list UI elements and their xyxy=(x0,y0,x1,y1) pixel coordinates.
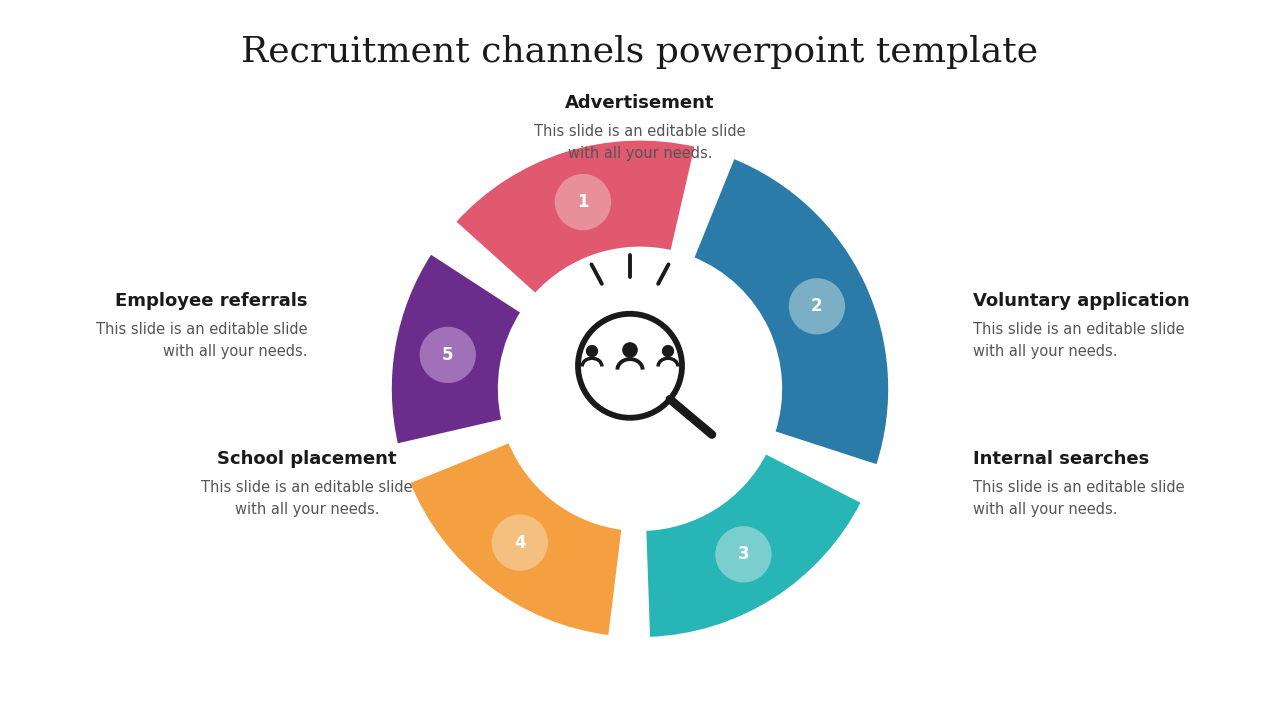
Wedge shape xyxy=(692,158,890,466)
Text: This slide is an editable slide
with all your needs.: This slide is an editable slide with all… xyxy=(534,124,746,161)
Text: 4: 4 xyxy=(515,534,526,552)
Wedge shape xyxy=(408,441,623,636)
Text: This slide is an editable slide
with all your needs.: This slide is an editable slide with all… xyxy=(96,322,307,359)
Text: 2: 2 xyxy=(812,297,823,315)
Text: School placement: School placement xyxy=(218,450,397,468)
Circle shape xyxy=(420,327,476,383)
Text: Voluntary application: Voluntary application xyxy=(973,292,1189,310)
Wedge shape xyxy=(645,453,863,638)
Circle shape xyxy=(622,342,637,358)
Text: 3: 3 xyxy=(737,545,749,563)
Circle shape xyxy=(788,278,845,335)
Text: 1: 1 xyxy=(577,193,589,211)
Wedge shape xyxy=(390,253,522,445)
Text: Internal searches: Internal searches xyxy=(973,450,1149,468)
Text: This slide is an editable slide
with all your needs.: This slide is an editable slide with all… xyxy=(973,322,1184,359)
Text: 5: 5 xyxy=(442,346,453,364)
Wedge shape xyxy=(454,139,696,294)
Circle shape xyxy=(586,345,598,357)
Text: This slide is an editable slide
with all your needs.: This slide is an editable slide with all… xyxy=(973,480,1184,517)
Text: This slide is an editable slide
with all your needs.: This slide is an editable slide with all… xyxy=(201,480,413,517)
Circle shape xyxy=(492,515,548,571)
Text: Recruitment channels powerpoint template: Recruitment channels powerpoint template xyxy=(242,35,1038,69)
Circle shape xyxy=(716,526,772,582)
Text: Advertisement: Advertisement xyxy=(566,94,714,112)
Circle shape xyxy=(662,345,675,357)
Text: Employee referrals: Employee referrals xyxy=(115,292,307,310)
Circle shape xyxy=(554,174,611,230)
Circle shape xyxy=(504,253,776,525)
